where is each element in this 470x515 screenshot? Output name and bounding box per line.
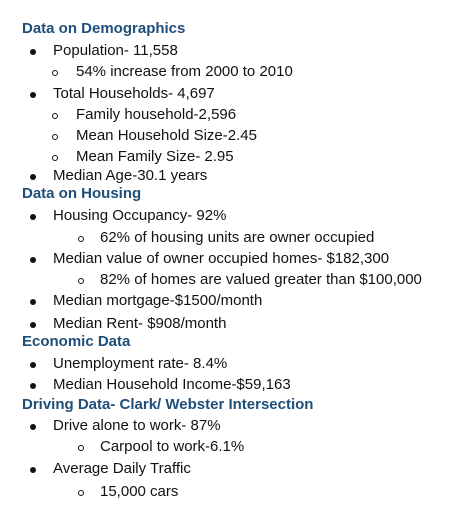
- list-item-text: Family household-2,596: [76, 106, 237, 123]
- bullet-dot: [30, 424, 36, 430]
- bullet-circle: [78, 236, 84, 242]
- list-item-text: Housing Occupancy- 92%: [53, 207, 227, 224]
- list-item-text: 54% increase from 2000 to 2010: [76, 63, 293, 80]
- bullet-circle: [52, 113, 58, 119]
- bullet-circle: [78, 445, 84, 451]
- bullet-dot: [30, 174, 36, 180]
- bullet-circle: [52, 70, 58, 76]
- list-item-text: Total Households- 4,697: [53, 85, 215, 102]
- bullet-dot: [30, 383, 36, 389]
- list-item-text: Population- 11,558: [53, 42, 178, 59]
- list-item-text: Carpool to work-6.1%: [100, 438, 245, 455]
- bullet-dot: [30, 467, 36, 473]
- bullet-dot: [30, 257, 36, 263]
- list-item-text: Average Daily Traffic: [53, 460, 191, 477]
- list-item-text: Unemployment rate- 8.4%: [53, 355, 228, 372]
- list-item-text: Median Age-30.1 years: [53, 167, 208, 184]
- bullet-dot: [30, 214, 36, 220]
- list-item-text: 82% of homes are valued greater than $10…: [100, 271, 422, 288]
- list-item-text: Drive alone to work- 87%: [53, 417, 221, 434]
- list-item-text: Median Rent- $908/month: [53, 315, 227, 332]
- bullet-circle: [52, 134, 58, 140]
- list-item-text: 62% of housing units are owner occupied: [100, 229, 375, 246]
- bullet-dot: [30, 299, 36, 305]
- bullet-dot: [30, 92, 36, 98]
- list-item-text: Median mortgage-$1500/month: [53, 292, 263, 309]
- bullet-dot: [30, 362, 36, 368]
- bullet-circle: [78, 278, 84, 284]
- bullet-dot: [30, 49, 36, 55]
- list-item-text: Median Household Income-$59,163: [53, 376, 291, 393]
- bullet-dot: [30, 322, 36, 328]
- list-item-text: 15,000 cars: [100, 483, 179, 500]
- list-item-text: Mean Family Size- 2.95: [76, 148, 234, 165]
- heading-housing: Data on Housing: [22, 185, 142, 202]
- heading-driving: Driving Data- Clark/ Webster Intersectio…: [22, 396, 314, 413]
- bullet-circle: [52, 155, 58, 161]
- heading-economic: Economic Data: [22, 333, 131, 350]
- heading-demographics: Data on Demographics: [22, 20, 186, 37]
- list-item-text: Median value of owner occupied homes- $1…: [53, 250, 390, 267]
- list-item-text: Mean Household Size-2.45: [76, 127, 257, 144]
- bullet-circle: [78, 490, 84, 496]
